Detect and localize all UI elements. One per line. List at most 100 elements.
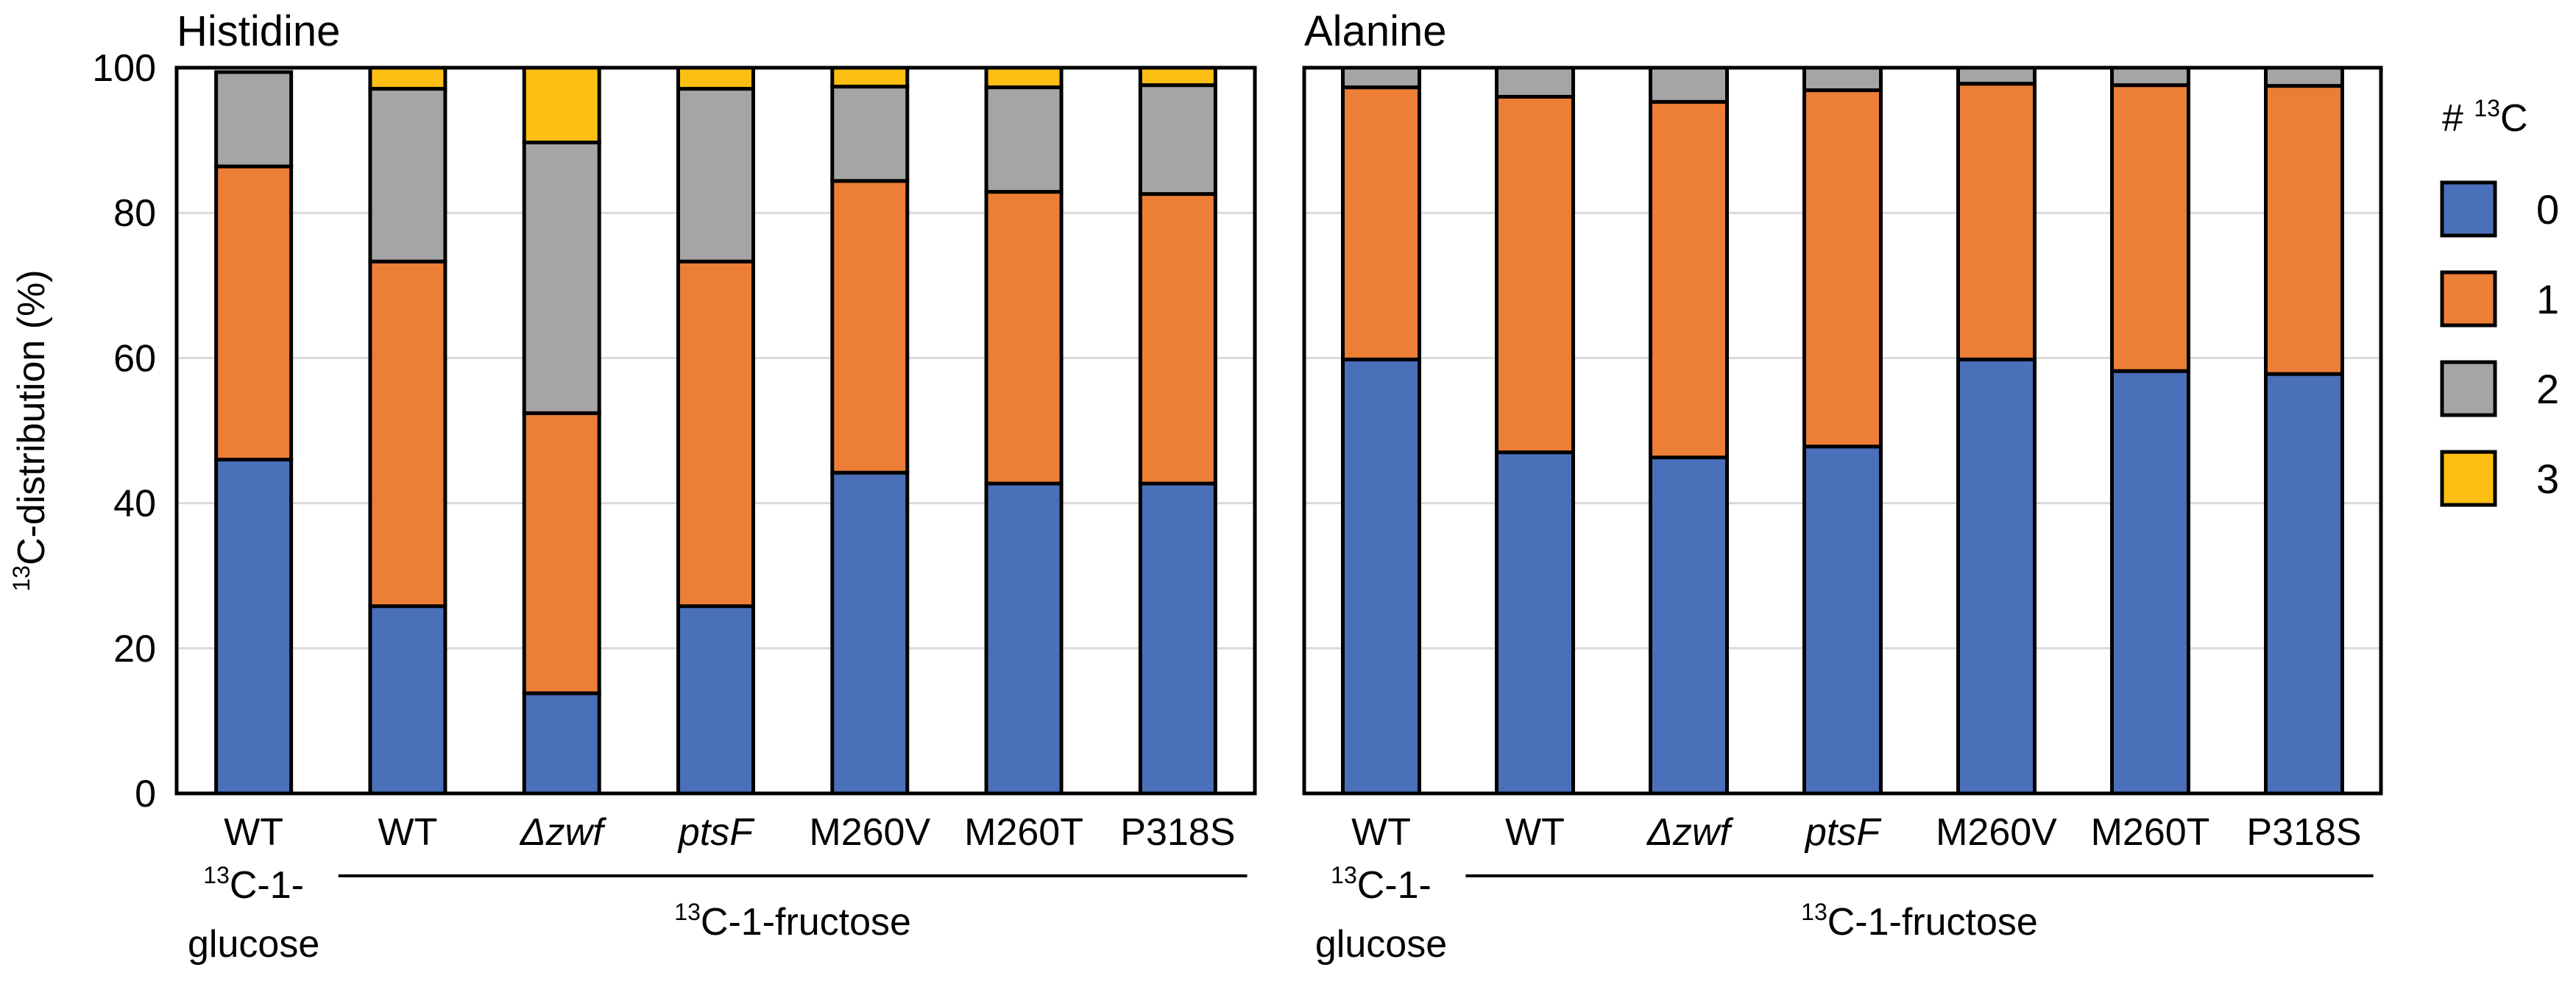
bar-segment: [1802, 445, 1883, 796]
bar-segment: [1341, 357, 1421, 796]
fructose-label: 13C-1-fructose: [674, 899, 911, 944]
category-label: WT: [1505, 811, 1565, 854]
bar-segment: [368, 259, 447, 609]
bar-segment: [2264, 66, 2344, 88]
y-tick-label: 60: [113, 337, 156, 380]
bar-segment: [984, 190, 1064, 486]
glucose-label-line2: glucose: [188, 923, 319, 966]
legend-title-prefix: #: [2442, 97, 2474, 140]
bar-segment: [1495, 66, 1575, 99]
legend-label: 3: [2536, 456, 2559, 502]
text-layer: WT WT Δzwf ptsF M260V M260T P318SHistidine13C-…: [8, 7, 2374, 966]
legend-title-suffix: C: [2500, 97, 2528, 140]
y-axis-label-text: C-distribution (%): [10, 269, 53, 565]
fructose-label: 13C-1-fructose: [1801, 899, 2038, 944]
category-label: WT: [378, 811, 438, 854]
bar-segment: [522, 691, 601, 796]
bar-segment: [830, 85, 910, 183]
bar-segment: [830, 179, 910, 475]
bar-segment: [1649, 66, 1729, 104]
y-tick-label: 0: [135, 773, 156, 816]
y-tick-label: 80: [113, 192, 156, 235]
bar-segment: [984, 85, 1064, 194]
category-label: WT: [224, 811, 283, 854]
category-label: M260T: [964, 811, 1083, 854]
fructose-label-text: C-1-fructose: [701, 901, 911, 944]
bar-segment: [1802, 66, 1883, 93]
bar-layer: [214, 66, 2344, 796]
y-tick-label: 100: [92, 47, 156, 90]
legend-swatch: [2440, 360, 2497, 417]
glucose-label-text: C-1-: [1357, 864, 1432, 907]
bar-segment: [1138, 192, 1217, 486]
bar-segment: [984, 66, 1064, 90]
bar-segment: [1649, 455, 1729, 796]
legend-label: 2: [2536, 366, 2559, 412]
bar-segment: [1341, 66, 1421, 90]
y-tick-label: 40: [113, 483, 156, 526]
bar-segment: [1138, 83, 1217, 197]
category-label: WT: [1351, 811, 1411, 854]
bar-segment: [1495, 450, 1575, 796]
legend-swatch: [2440, 450, 2497, 507]
frame-layer: [174, 66, 2383, 796]
category-label: Δzwf: [1646, 811, 1733, 854]
bar-segment: [1138, 66, 1217, 88]
bar-segment: [522, 411, 601, 696]
y-axis-label: 13C-distribution (%): [8, 269, 53, 591]
bar-segment: [676, 604, 755, 796]
bar-segment: [676, 87, 755, 263]
bar-segment: [2110, 83, 2190, 373]
bar-segment: [2264, 84, 2344, 376]
panel-frame: [1302, 66, 2383, 796]
fructose-label-text: C-1-fructose: [1827, 901, 2038, 944]
bar-segment: [2110, 369, 2190, 796]
glucose-label-sup: 13: [203, 862, 230, 888]
bar-segment: [522, 66, 601, 145]
bar-segment: [676, 66, 755, 91]
glucose-label-sup: 13: [1331, 862, 1357, 888]
bar-segment: [214, 70, 294, 169]
bar-segment: [1649, 99, 1729, 459]
bar-segment: [830, 66, 910, 89]
category-label: ptsF: [677, 811, 755, 854]
bar-segment: [368, 604, 447, 796]
legend-label: 0: [2536, 186, 2559, 233]
y-axis-label-sup: 13: [8, 565, 35, 592]
fructose-label-sup: 13: [1801, 899, 1827, 925]
panel-title: Alanine: [1304, 7, 1446, 55]
category-label: P318S: [2246, 811, 2361, 854]
legend-title-sup: 13: [2474, 95, 2500, 121]
bar-segment: [2264, 372, 2344, 796]
category-label: P318S: [1120, 811, 1235, 854]
bar-segment: [1956, 357, 2037, 796]
legend-label: 1: [2536, 276, 2559, 322]
bar-segment: [1495, 94, 1575, 455]
legend-title: # 13C: [2442, 95, 2528, 140]
bar-segment: [1956, 66, 2037, 86]
bar-segment: [1802, 88, 1883, 449]
category-label: M260T: [2091, 811, 2210, 854]
legend-swatch: [2440, 180, 2497, 238]
glucose-label-text: C-1-: [230, 864, 304, 907]
bar-segment: [1138, 481, 1217, 796]
bar-segment: [2110, 66, 2190, 88]
bar-segment: [1956, 82, 2037, 361]
bar-segment: [830, 470, 910, 796]
category-label: M260V: [809, 811, 930, 854]
bar-segment: [368, 87, 447, 263]
y-tick-label: 20: [113, 628, 156, 671]
bar-segment: [214, 457, 294, 796]
bar-segment: [522, 141, 601, 415]
glucose-label: 13C-1-: [1331, 862, 1432, 907]
bar-segment: [984, 481, 1064, 796]
fructose-label-sup: 13: [674, 899, 701, 925]
category-label: M260V: [1936, 811, 2057, 854]
panel-title: Histidine: [177, 7, 340, 55]
bar-segment: [676, 259, 755, 609]
bar-segment: [1341, 85, 1421, 361]
glucose-label: 13C-1-: [203, 862, 304, 907]
panel-frame: [174, 66, 1257, 796]
